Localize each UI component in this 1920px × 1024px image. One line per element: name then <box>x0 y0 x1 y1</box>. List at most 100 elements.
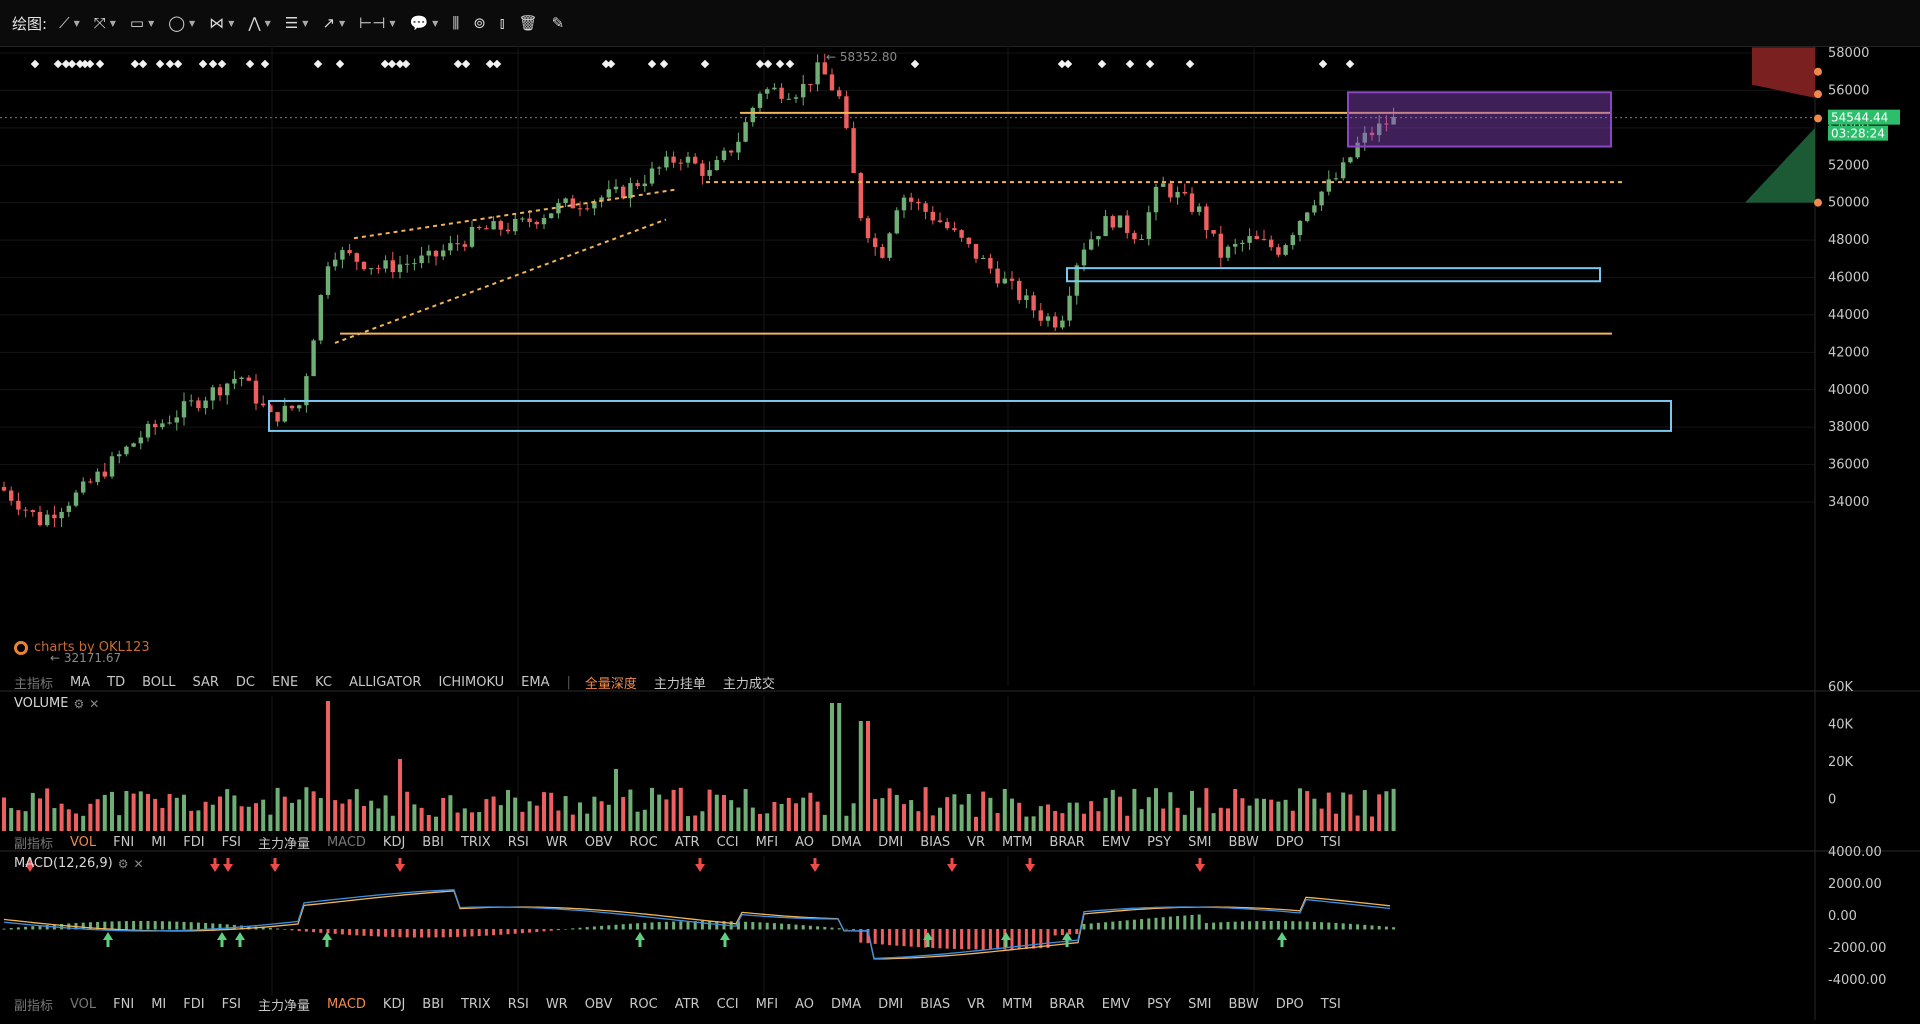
indicator-ene[interactable]: ENE <box>272 674 299 690</box>
indicator-mi[interactable]: MI <box>151 834 167 850</box>
depth-option[interactable]: 主力成交 <box>722 676 775 692</box>
indicator-ao[interactable]: AO <box>795 834 814 850</box>
indicator-mtm[interactable]: MTM <box>1002 996 1033 1012</box>
indicator-smi[interactable]: SMI <box>1188 996 1212 1012</box>
measure-tool[interactable]: ⊢⊣ ▼ <box>359 14 395 32</box>
indicator-ao[interactable]: AO <box>795 996 814 1012</box>
indicator-kc[interactable]: KC <box>315 674 333 690</box>
indicator-bias[interactable]: BIAS <box>920 834 951 850</box>
chevron-down-icon[interactable]: ▼ <box>228 18 235 28</box>
chevron-down-icon[interactable]: ▼ <box>389 18 396 28</box>
chart-area[interactable]: 5800056000540005200050000480004600044000… <box>0 46 1920 1020</box>
indicator-vol[interactable]: VOL <box>70 996 97 1012</box>
chevron-down-icon[interactable]: ▼ <box>264 18 271 28</box>
indicator-dc[interactable]: DC <box>235 674 256 690</box>
fib-tool[interactable]: ☰ ▼ <box>285 14 309 32</box>
pattern-tool[interactable]: ⋀ ▼ <box>248 14 270 32</box>
indicator-tsi[interactable]: TSI <box>1320 996 1341 1012</box>
chevron-down-icon[interactable]: ▼ <box>432 18 439 28</box>
chevron-down-icon[interactable]: ▼ <box>189 18 196 28</box>
indicator-dmi[interactable]: DMI <box>878 996 904 1012</box>
indicator-macd[interactable]: MACD <box>326 996 366 1012</box>
indicator-kdj[interactable]: KDJ <box>382 834 406 850</box>
indicator-smi[interactable]: SMI <box>1188 834 1212 850</box>
indicator-vr[interactable]: VR <box>967 996 986 1012</box>
indicator-mtm[interactable]: MTM <box>1002 834 1033 850</box>
indicator-fsi[interactable]: FSI <box>221 834 241 850</box>
indicator-wr[interactable]: WR <box>545 996 568 1012</box>
indicator-trix[interactable]: TRIX <box>460 834 491 850</box>
indicator-bbw[interactable]: BBW <box>1228 834 1259 850</box>
delete-tool[interactable]: 🗑 <box>519 14 538 32</box>
indicator-cci[interactable]: CCI <box>716 996 739 1012</box>
indicator-fsi[interactable]: FSI <box>221 996 241 1012</box>
indicator-tsi[interactable]: TSI <box>1320 834 1341 850</box>
gear-icon[interactable]: ⚙ <box>73 696 85 711</box>
chart-canvas[interactable]: 5800056000540005200050000480004600044000… <box>0 46 1920 1020</box>
ray-tool[interactable]: ⤧ ▼ <box>94 14 116 32</box>
indicator-wr[interactable]: WR <box>545 834 568 850</box>
volume-tool[interactable]: ⫾ <box>500 14 505 32</box>
indicator-emv[interactable]: EMV <box>1101 834 1131 850</box>
indicator-dpo[interactable]: DPO <box>1275 834 1304 850</box>
indicator-brar[interactable]: BRAR <box>1049 834 1085 850</box>
comment-tool[interactable]: 💬 ▼ <box>409 14 438 32</box>
indicator-sar[interactable]: SAR <box>192 674 219 690</box>
indicator-brar[interactable]: BRAR <box>1049 996 1085 1012</box>
bar-tool[interactable]: ⫼ <box>452 14 459 32</box>
indicator-atr[interactable]: ATR <box>674 996 700 1012</box>
indicator-fni[interactable]: FNI <box>113 996 135 1012</box>
indicator-ma[interactable]: MA <box>70 674 91 690</box>
path-tool[interactable]: ⋈ ▼ <box>209 14 234 32</box>
indicator-bbi[interactable]: BBI <box>422 834 444 850</box>
indicator-fdi[interactable]: FDI <box>183 996 205 1012</box>
draw-settings-tool[interactable]: ✎ <box>552 14 565 32</box>
indicator-cci[interactable]: CCI <box>716 834 739 850</box>
indicator-psy[interactable]: PSY <box>1147 834 1172 850</box>
indicator-vol[interactable]: VOL <box>70 834 97 850</box>
indicator-dpo[interactable]: DPO <box>1275 996 1304 1012</box>
close-icon[interactable]: ✕ <box>89 696 100 711</box>
indicator-tool[interactable]: ⊚ <box>473 14 486 32</box>
indicator-mfi[interactable]: MFI <box>755 996 779 1012</box>
indicator-bias[interactable]: BIAS <box>920 996 951 1012</box>
indicator-ichimoku[interactable]: ICHIMOKU <box>438 674 505 690</box>
indicator-rsi[interactable]: RSI <box>507 996 529 1012</box>
indicator-dma[interactable]: DMA <box>831 834 862 850</box>
indicator-trix[interactable]: TRIX <box>460 996 491 1012</box>
ellipse-tool[interactable]: ◯ ▼ <box>168 14 195 32</box>
indicator-roc[interactable]: ROC <box>629 834 658 850</box>
chevron-down-icon[interactable]: ▼ <box>302 18 309 28</box>
indicator-macd[interactable]: MACD <box>326 834 366 850</box>
rectangle-tool[interactable]: ▭ ▼ <box>130 14 154 32</box>
indicator-bbw[interactable]: BBW <box>1228 996 1259 1012</box>
indicator-psy[interactable]: PSY <box>1147 996 1172 1012</box>
indicator-boll[interactable]: BOLL <box>142 674 176 690</box>
chevron-down-icon[interactable]: ▼ <box>73 18 80 28</box>
indicator-obv[interactable]: OBV <box>584 834 613 850</box>
indicator-dmi[interactable]: DMI <box>878 834 904 850</box>
arrow-tool[interactable]: ↗ ▼ <box>322 14 345 32</box>
indicator-rsi[interactable]: RSI <box>507 834 529 850</box>
indicator-td[interactable]: TD <box>107 674 126 690</box>
indicator-emv[interactable]: EMV <box>1101 996 1131 1012</box>
close-icon[interactable]: ✕ <box>133 856 144 871</box>
indicator-vr[interactable]: VR <box>967 834 986 850</box>
indicator-fdi[interactable]: FDI <box>183 834 205 850</box>
indicator-主力净量[interactable]: 主力净量 <box>257 998 310 1014</box>
indicator-ema[interactable]: EMA <box>521 674 550 690</box>
indicator-obv[interactable]: OBV <box>584 996 613 1012</box>
chevron-down-icon[interactable]: ▼ <box>148 18 155 28</box>
chevron-down-icon[interactable]: ▼ <box>109 18 116 28</box>
trend-line-tool[interactable]: ⟋ ▼ <box>59 14 80 32</box>
indicator-kdj[interactable]: KDJ <box>382 996 406 1012</box>
indicator-mi[interactable]: MI <box>151 996 167 1012</box>
gear-icon[interactable]: ⚙ <box>117 856 129 871</box>
indicator-atr[interactable]: ATR <box>674 834 700 850</box>
indicator-bbi[interactable]: BBI <box>422 996 444 1012</box>
indicator-dma[interactable]: DMA <box>831 996 862 1012</box>
indicator-fni[interactable]: FNI <box>113 834 135 850</box>
indicator-主力净量[interactable]: 主力净量 <box>257 836 310 852</box>
indicator-roc[interactable]: ROC <box>629 996 658 1012</box>
depth-option[interactable]: 全量深度 <box>584 676 637 692</box>
